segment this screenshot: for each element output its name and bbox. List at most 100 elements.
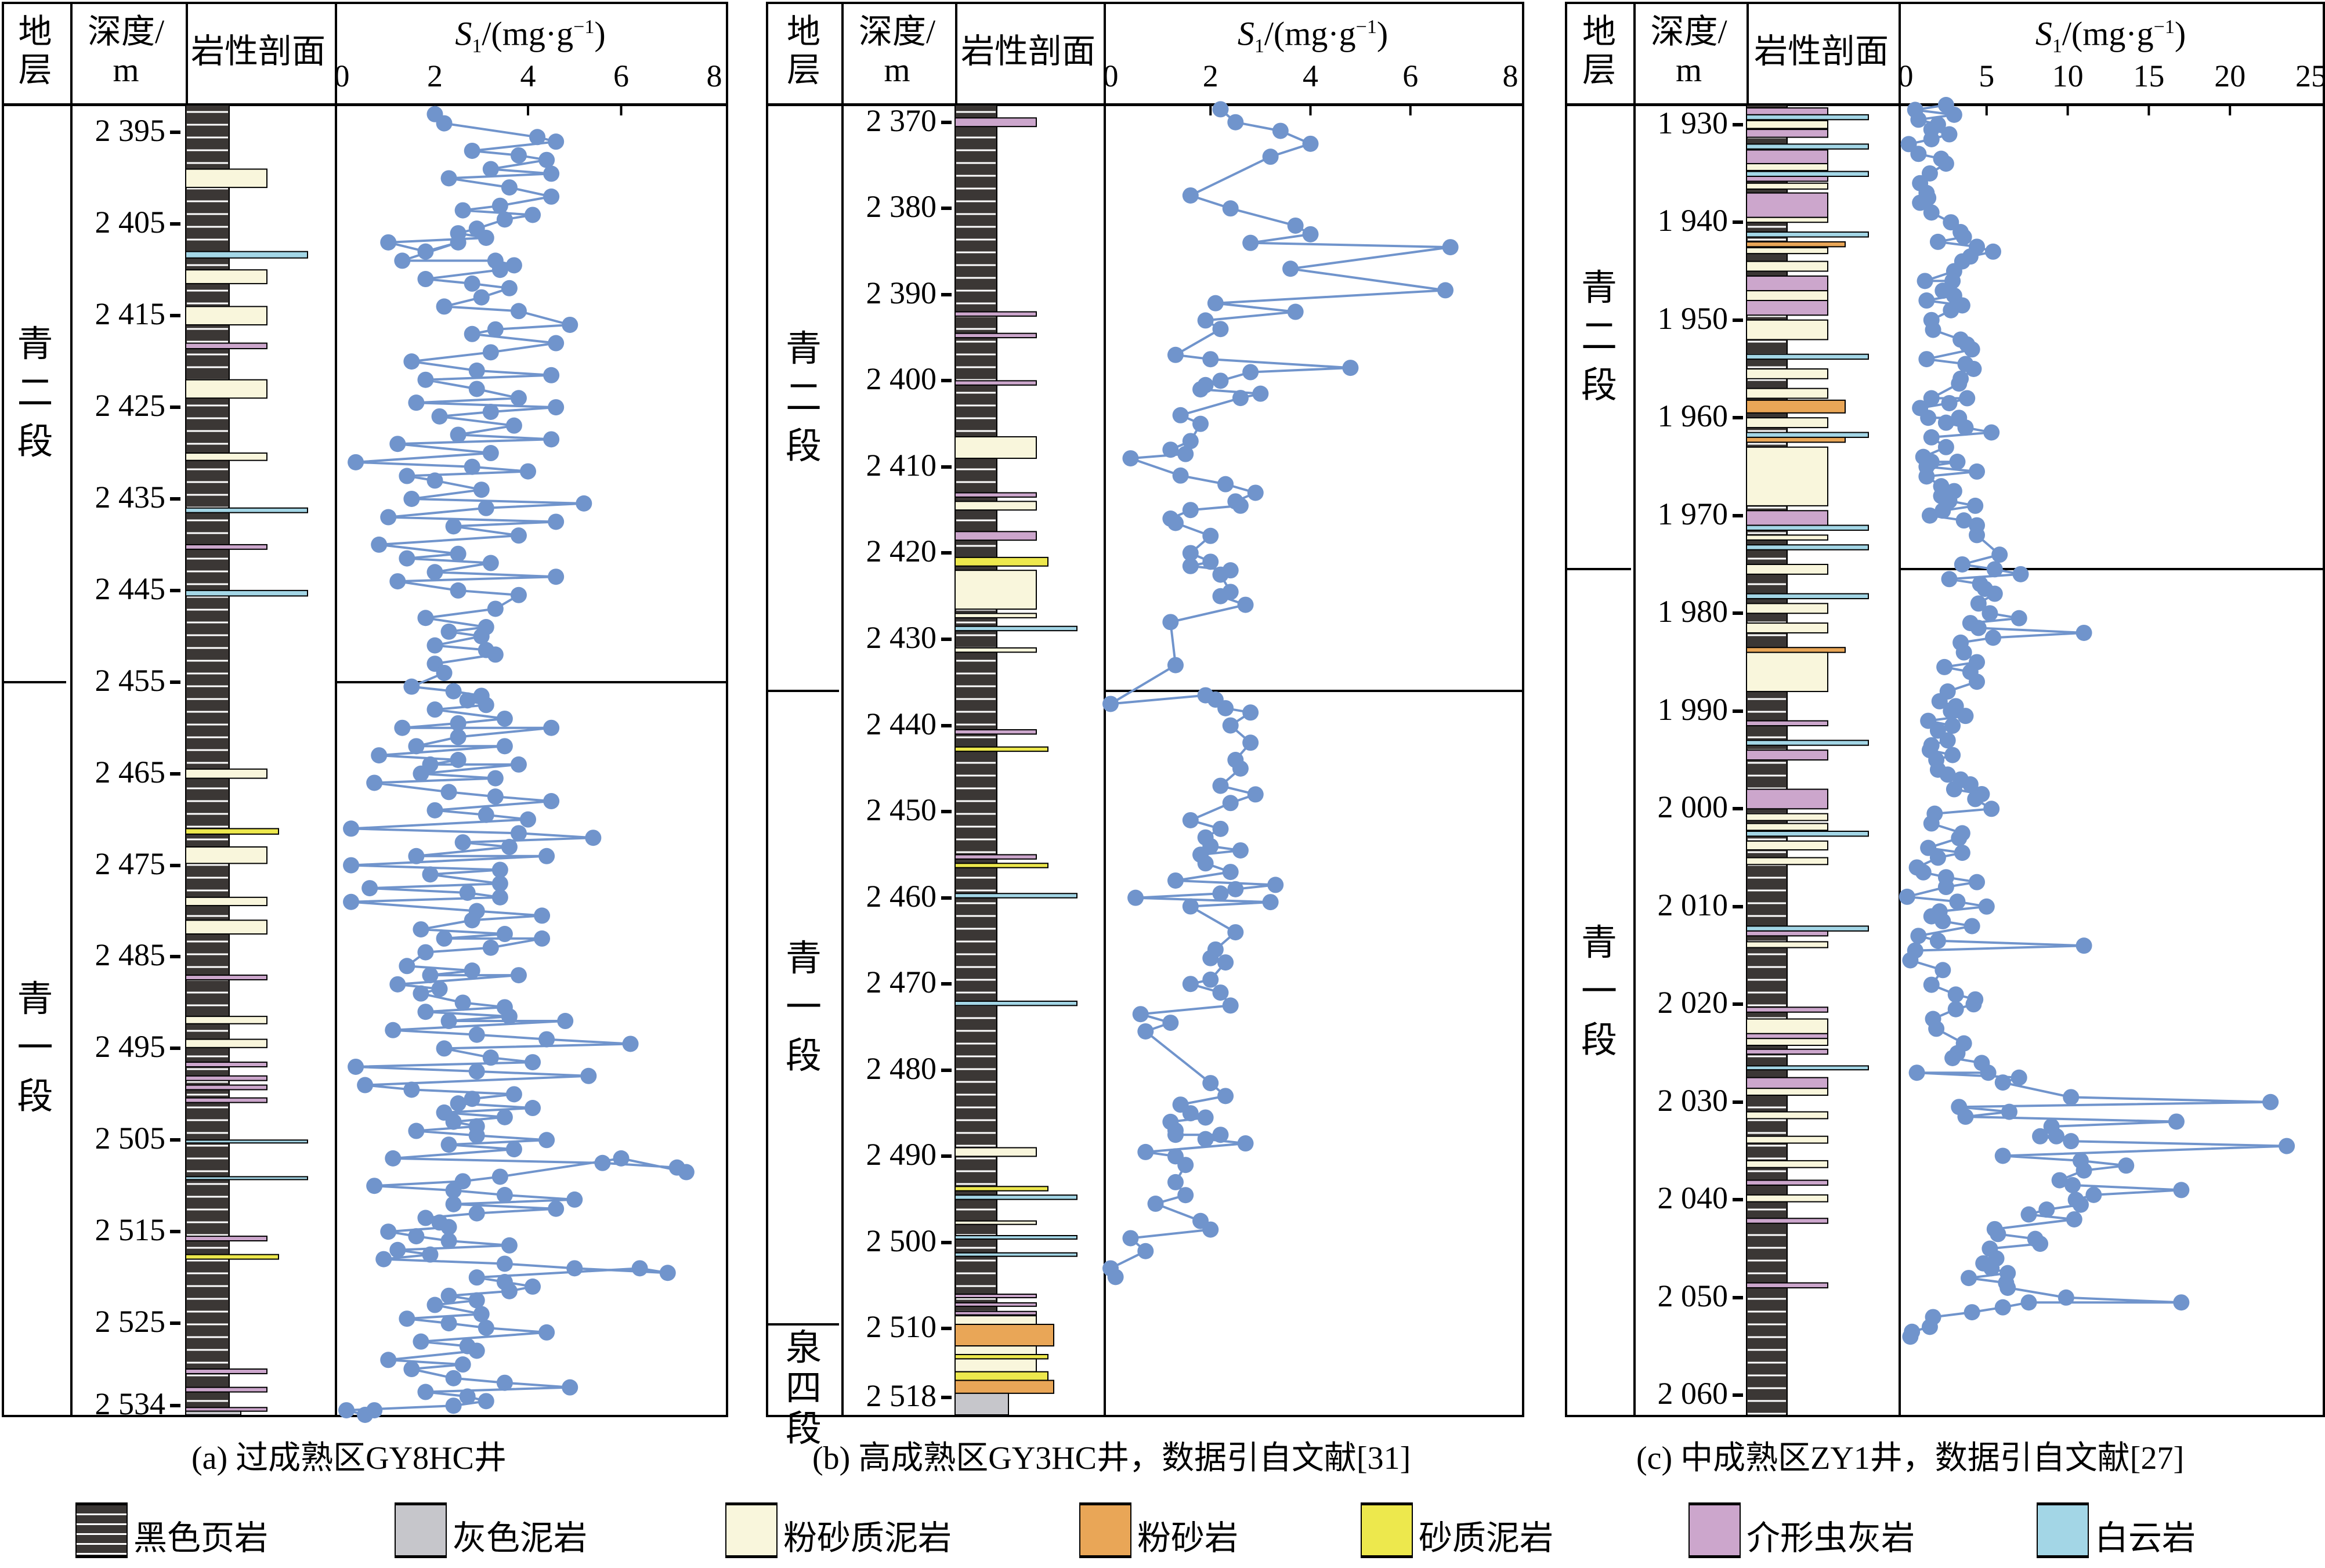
s1-point <box>613 1150 630 1167</box>
lithology-bed-dolomite <box>954 1000 1077 1006</box>
s1-point <box>548 335 565 352</box>
s1-point <box>1272 122 1289 139</box>
s1-point <box>1954 556 1970 573</box>
s1-point <box>1908 1064 1925 1081</box>
y-tick <box>941 1327 952 1331</box>
lithology-bed-silty-mudstone <box>954 1358 1037 1373</box>
lithology-bed-sandy-mudstone <box>185 1254 279 1260</box>
s1-point <box>487 788 504 805</box>
s1-point <box>403 1081 420 1098</box>
s1-point <box>2118 1157 2135 1174</box>
s1-point <box>1202 1221 1219 1238</box>
s1-point <box>468 1063 485 1080</box>
s1-point <box>380 509 397 526</box>
s1-point <box>1282 260 1299 277</box>
lithology-bed-ostracod-limestone <box>185 1368 267 1374</box>
y-tick-label: 2 410 <box>866 447 937 483</box>
lithology-bed-silty-mudstone <box>185 1038 267 1048</box>
y-tick-label: 2 000 <box>1657 790 1729 825</box>
y-tick-label: 1 970 <box>1657 496 1729 531</box>
s1-point <box>468 1127 485 1144</box>
s1-point <box>1918 351 1935 368</box>
s1-point <box>1946 106 1962 123</box>
s1-point <box>1217 1088 1234 1105</box>
s1-point <box>1172 467 1189 484</box>
x-tick-label: 0 <box>1897 59 1914 93</box>
s1-point <box>1923 390 1940 407</box>
s1-plot <box>1102 101 1459 1285</box>
s1-point <box>501 179 518 196</box>
s1-point <box>2011 1069 2027 1086</box>
y-tick-label: 2 450 <box>866 792 937 828</box>
s1-point <box>548 1200 565 1217</box>
lithology-bed-silty-mudstone <box>1746 1160 1828 1168</box>
s1-point <box>468 1342 485 1359</box>
s1-point <box>454 994 471 1011</box>
lithology-bed-ostracod-limestone <box>185 1236 267 1241</box>
lithology-header: 岩性剖面 <box>190 32 326 70</box>
lithology-bed-silty-mudstone <box>1746 813 1828 821</box>
lithology-bed-ostracod-limestone <box>1746 1077 1828 1089</box>
s1-point <box>375 1251 392 1268</box>
lithology-bed-silty-mudstone <box>1746 119 1828 129</box>
s1-point <box>491 262 508 278</box>
s1-point <box>403 678 420 695</box>
s1-point <box>1182 898 1199 915</box>
s1-point <box>1951 830 1968 846</box>
s1-point <box>1162 614 1179 631</box>
s1-point <box>1990 1226 2006 1243</box>
s1-point <box>1943 302 1959 318</box>
s1-point <box>1177 1187 1194 1204</box>
s1-point <box>2066 1211 2082 1227</box>
x-tick-label: 4 <box>1303 59 1318 93</box>
s1-point <box>2063 1089 2080 1106</box>
s1-point <box>1999 1279 2016 1296</box>
x-tick-label: 25 <box>2295 59 2325 93</box>
y-tick <box>941 982 952 986</box>
s1-point <box>1132 1006 1149 1023</box>
lithology-bed-silty-mudstone <box>1746 1018 1828 1034</box>
lithology-bed-silty-mudstone <box>1746 1038 1828 1046</box>
s1-point <box>1287 217 1304 234</box>
s1-point <box>482 555 499 571</box>
s1-point <box>2173 1294 2190 1311</box>
header-divider <box>4 103 726 106</box>
s1-point <box>417 944 434 961</box>
y-tick-label: 2 060 <box>1657 1376 1729 1411</box>
s1-point <box>1222 200 1239 217</box>
s1-point <box>426 802 443 819</box>
s1-point <box>478 1319 494 1336</box>
lithology-bed-ostracod-limestone <box>1746 1033 1828 1040</box>
col-divider <box>1899 4 1901 1415</box>
s1-point <box>436 664 453 681</box>
s1-point <box>450 1095 467 1112</box>
s1-point <box>510 147 527 164</box>
strata-header: 地层 <box>18 13 52 89</box>
s1-point <box>1957 1109 1974 1125</box>
s1-point <box>468 381 485 397</box>
s1-point <box>357 1077 374 1093</box>
s1-point <box>1967 497 1984 514</box>
lithology-bed-silty-mudstone <box>1746 1194 1828 1203</box>
s1-point <box>543 431 560 448</box>
lithology-bed-silty-mudstone <box>185 896 267 907</box>
s1-point <box>464 142 480 159</box>
strata-label: 青二段 <box>17 325 53 462</box>
y-tick-label: 1 990 <box>1657 691 1729 727</box>
y-tick <box>941 1154 952 1158</box>
s1-point <box>1232 390 1249 407</box>
lithology-bed-dolomite <box>1746 1065 1869 1071</box>
s1-point <box>2075 1162 2092 1179</box>
s1-point <box>2048 1128 2065 1145</box>
y-tick-label: 2 480 <box>866 1051 937 1086</box>
s1-point <box>422 1246 439 1263</box>
s1-point <box>1122 1230 1139 1247</box>
s1-point <box>399 468 415 484</box>
depth-header: 深度/m <box>1650 13 1727 89</box>
lithology-bed-ostracod-limestone <box>1746 275 1828 292</box>
s1-point <box>1946 781 1962 798</box>
s1-point <box>1967 791 1984 807</box>
s1-point <box>1918 468 1935 485</box>
s1-point <box>1951 375 1968 392</box>
s1-point <box>454 1356 471 1373</box>
